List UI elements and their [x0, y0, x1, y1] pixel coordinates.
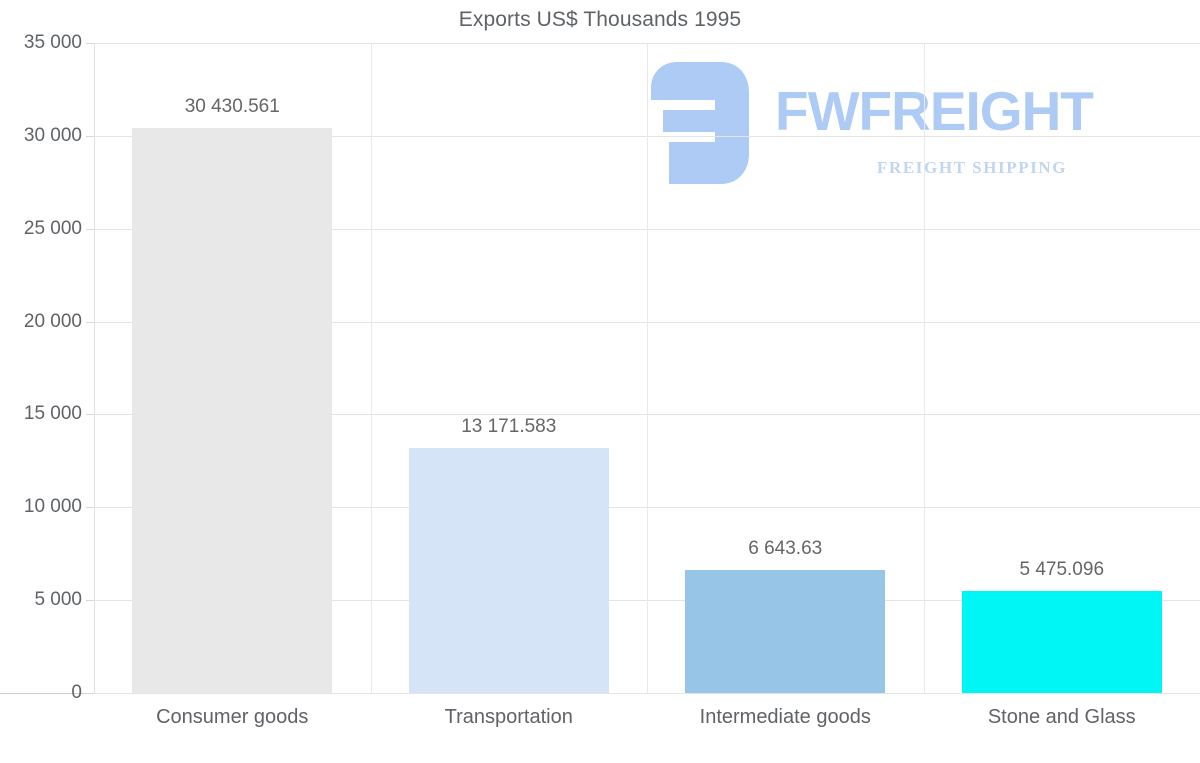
y-axis-tick: [86, 321, 94, 323]
y-axis-label: 25 000: [23, 217, 82, 239]
gridline-vertical: [371, 43, 372, 693]
y-axis-line: [94, 43, 95, 694]
y-axis-tick: [86, 600, 94, 602]
y-axis-label: 5 000: [34, 589, 82, 611]
y-axis-label: 15 000: [23, 403, 82, 425]
x-axis-label: Intermediate goods: [699, 706, 871, 728]
bar-value-label: 30 430.561: [184, 95, 280, 117]
gridline-vertical: [924, 43, 925, 693]
y-axis-tick: [86, 43, 94, 44]
x-axis-label: Stone and Glass: [987, 706, 1136, 728]
y-axis-label: 35 000: [23, 32, 82, 53]
x-axis-label: Consumer goods: [156, 706, 309, 728]
y-axis-label: 20 000: [23, 310, 82, 332]
y-axis-label: 30 000: [23, 124, 82, 146]
gridline-horizontal: [94, 693, 1200, 694]
y-axis-tick: [86, 507, 94, 509]
plot-area: 30 430.561 13 171.583 6 643.63 5 475.096: [94, 43, 1200, 694]
x-axis-label: Transportation: [444, 706, 573, 728]
y-axis-label: 0: [71, 682, 82, 703]
bar[interactable]: [685, 569, 886, 693]
y-axis-tick: [86, 414, 94, 416]
bar[interactable]: [408, 448, 609, 693]
chart-title: Exports US$ Thousands 1995: [458, 8, 742, 31]
bar[interactable]: [132, 127, 333, 693]
y-axis-tick: [86, 228, 94, 230]
bar[interactable]: [961, 591, 1162, 693]
bar-value-label: 6 643.63: [748, 537, 823, 559]
y-axis-tick: [86, 135, 94, 137]
y-axis-label: 10 000: [23, 496, 82, 518]
bar-value-label: 13 171.583: [461, 416, 557, 438]
bar-value-label: 5 475.096: [1019, 559, 1105, 581]
y-axis-tick: [86, 693, 94, 694]
gridline-vertical: [647, 43, 648, 693]
